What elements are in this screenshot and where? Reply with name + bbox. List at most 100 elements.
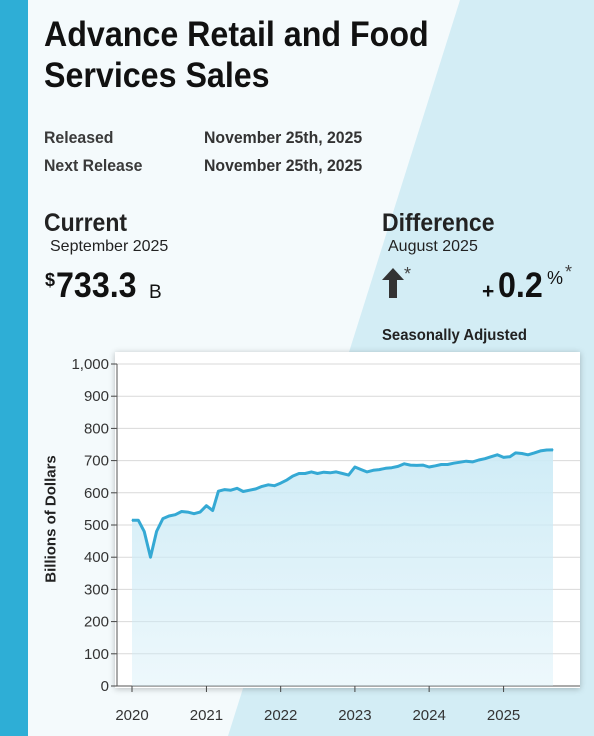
data-point bbox=[447, 463, 449, 466]
difference-sign: + bbox=[482, 280, 495, 303]
y-tick-label: 900 bbox=[84, 388, 109, 405]
data-point bbox=[131, 519, 133, 521]
data-point bbox=[224, 489, 226, 491]
released-value: November 25th, 2025 bbox=[204, 128, 363, 147]
data-point bbox=[546, 449, 548, 451]
data-point bbox=[503, 456, 505, 458]
data-point bbox=[255, 488, 257, 490]
data-point bbox=[310, 471, 312, 473]
page-title: Advance Retail and Food Services Sales bbox=[44, 15, 429, 95]
data-point bbox=[453, 462, 455, 464]
data-point bbox=[329, 472, 331, 474]
data-point bbox=[341, 472, 344, 475]
data-point bbox=[509, 456, 511, 458]
data-point bbox=[360, 469, 362, 471]
data-point bbox=[391, 467, 393, 469]
current-unit: B bbox=[149, 282, 162, 303]
data-point bbox=[230, 489, 232, 491]
unit-asterisk: * bbox=[565, 262, 573, 282]
data-point bbox=[168, 515, 170, 517]
data-point bbox=[378, 469, 380, 471]
currency-symbol: $ bbox=[45, 270, 56, 290]
data-point bbox=[440, 463, 442, 466]
y-tick-label: 500 bbox=[84, 517, 109, 534]
data-point bbox=[174, 514, 176, 516]
data-point bbox=[521, 452, 523, 455]
data-point bbox=[465, 460, 467, 462]
current-period: September 2025 bbox=[50, 238, 169, 255]
data-point bbox=[471, 461, 474, 463]
difference-heading: Difference bbox=[382, 209, 495, 237]
data-point bbox=[403, 463, 405, 465]
data-point bbox=[372, 469, 374, 471]
x-tick-label: 2025 bbox=[487, 707, 520, 724]
y-tick-label: 300 bbox=[84, 581, 109, 598]
data-point bbox=[205, 505, 207, 507]
data-point bbox=[348, 474, 350, 476]
difference-value: 0.2 bbox=[498, 266, 543, 305]
data-point bbox=[397, 465, 399, 467]
data-point bbox=[137, 519, 139, 521]
data-point bbox=[416, 464, 418, 466]
data-point bbox=[527, 454, 529, 456]
current-heading: Current bbox=[44, 209, 128, 237]
data-point bbox=[156, 530, 158, 533]
x-tick-label: 2023 bbox=[338, 707, 371, 724]
y-tick-label: 600 bbox=[84, 485, 109, 502]
data-point bbox=[217, 490, 219, 492]
data-point bbox=[428, 466, 430, 468]
data-point bbox=[533, 452, 535, 454]
data-point bbox=[162, 518, 164, 520]
data-point bbox=[354, 466, 356, 468]
data-point bbox=[552, 449, 554, 451]
left-accent-band bbox=[0, 0, 28, 736]
data-point bbox=[434, 465, 436, 467]
x-tick-label: 2024 bbox=[412, 707, 445, 724]
data-point bbox=[484, 458, 486, 460]
released-label: Released bbox=[44, 128, 114, 147]
data-point bbox=[298, 472, 300, 475]
data-point bbox=[267, 484, 269, 486]
data-point bbox=[149, 556, 152, 558]
y-tick-label: 1,000 bbox=[71, 356, 109, 373]
x-tick-label: 2020 bbox=[115, 707, 148, 724]
up-arrow-icon bbox=[382, 268, 404, 298]
data-point bbox=[187, 511, 189, 513]
next-release-label: Next Release bbox=[44, 156, 143, 175]
series-area bbox=[132, 449, 553, 686]
x-tick-label: 2021 bbox=[190, 707, 223, 724]
data-point bbox=[193, 513, 195, 515]
data-point bbox=[242, 490, 244, 493]
x-tick-label: 2022 bbox=[264, 707, 297, 724]
data-point bbox=[261, 485, 263, 487]
seasonally-adjusted-note: Seasonally Adjusted bbox=[382, 327, 527, 344]
data-point bbox=[459, 461, 461, 463]
data-point bbox=[335, 471, 337, 473]
arrow-asterisk: * bbox=[404, 264, 412, 284]
data-point bbox=[292, 475, 294, 477]
data-point bbox=[143, 530, 145, 533]
data-point bbox=[316, 472, 319, 475]
y-tick-label: 200 bbox=[84, 614, 109, 631]
y-tick-label: 0 bbox=[101, 678, 109, 695]
data-point bbox=[539, 450, 542, 452]
data-point bbox=[212, 509, 214, 512]
next-release-value: November 25th, 2025 bbox=[204, 156, 363, 175]
y-tick-label: 100 bbox=[84, 646, 109, 663]
data-point bbox=[323, 471, 325, 473]
data-point bbox=[515, 452, 517, 454]
y-tick-label: 800 bbox=[84, 420, 109, 437]
data-point bbox=[422, 464, 424, 466]
data-point bbox=[385, 467, 387, 469]
difference-unit: % bbox=[547, 268, 564, 288]
data-point bbox=[199, 511, 201, 513]
data-point bbox=[478, 459, 480, 461]
data-point bbox=[490, 456, 492, 458]
data-point bbox=[286, 479, 288, 481]
data-point bbox=[236, 487, 238, 489]
data-point bbox=[249, 489, 251, 491]
y-tick-label: 700 bbox=[84, 453, 109, 470]
data-point bbox=[273, 485, 275, 487]
difference-period: August 2025 bbox=[388, 238, 478, 255]
